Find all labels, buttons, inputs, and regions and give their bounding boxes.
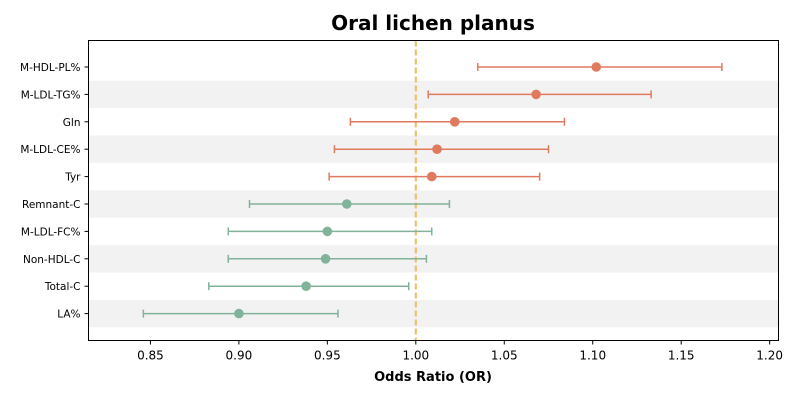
y-tick-label: M-LDL-TG%	[21, 89, 81, 101]
point-estimate	[342, 199, 352, 209]
x-tick-label: 1.15	[668, 349, 695, 363]
y-tick-label: M-LDL-FC%	[21, 226, 81, 238]
x-tick-label: 0.85	[137, 349, 164, 363]
y-tick-label: M-LDL-CE%	[20, 144, 80, 156]
point-estimate	[322, 226, 333, 237]
y-tick-label: Gln	[63, 117, 81, 129]
x-tick-label: 1.10	[579, 349, 606, 363]
point-estimate	[301, 281, 311, 292]
x-tick-label: 0.95	[314, 349, 341, 363]
point-estimate	[234, 308, 244, 319]
row-band	[88, 245, 779, 273]
point-estimate	[426, 171, 437, 182]
x-tick-label: 0.90	[226, 349, 253, 363]
point-estimates	[234, 62, 602, 319]
x-axis-label: Odds Ratio (OR)	[374, 370, 492, 385]
point-estimate	[531, 89, 541, 100]
x-tick-label: 1.20	[756, 349, 783, 363]
x-tick-label: 1.00	[402, 349, 429, 363]
point-estimate	[449, 117, 460, 127]
y-tick-label: M-HDL-PL%	[20, 62, 80, 74]
point-estimate	[320, 253, 331, 264]
y-tick-label: Tyr	[64, 172, 81, 184]
point-estimate	[432, 144, 442, 154]
y-tick-label: Remnant-C	[22, 199, 81, 211]
y-axis-ticks: M-HDL-PL% M-LDL-TG% Gln M-LDL-CE% Tyr Remnant…	[20, 62, 89, 321]
y-tick-label: LA%	[57, 309, 80, 321]
chart-title: Oral lichen planus	[331, 11, 535, 35]
plot-area-frame	[88, 40, 779, 341]
x-axis-ticks: 0.85 0.90 0.95 1.00 1.05 1.10 1.15 1.20	[137, 340, 783, 363]
point-estimate	[591, 62, 602, 72]
y-tick-label: Total-C	[44, 281, 81, 293]
y-tick-label: Non-HDL-C	[23, 254, 81, 266]
x-tick-label: 1.05	[491, 349, 518, 363]
